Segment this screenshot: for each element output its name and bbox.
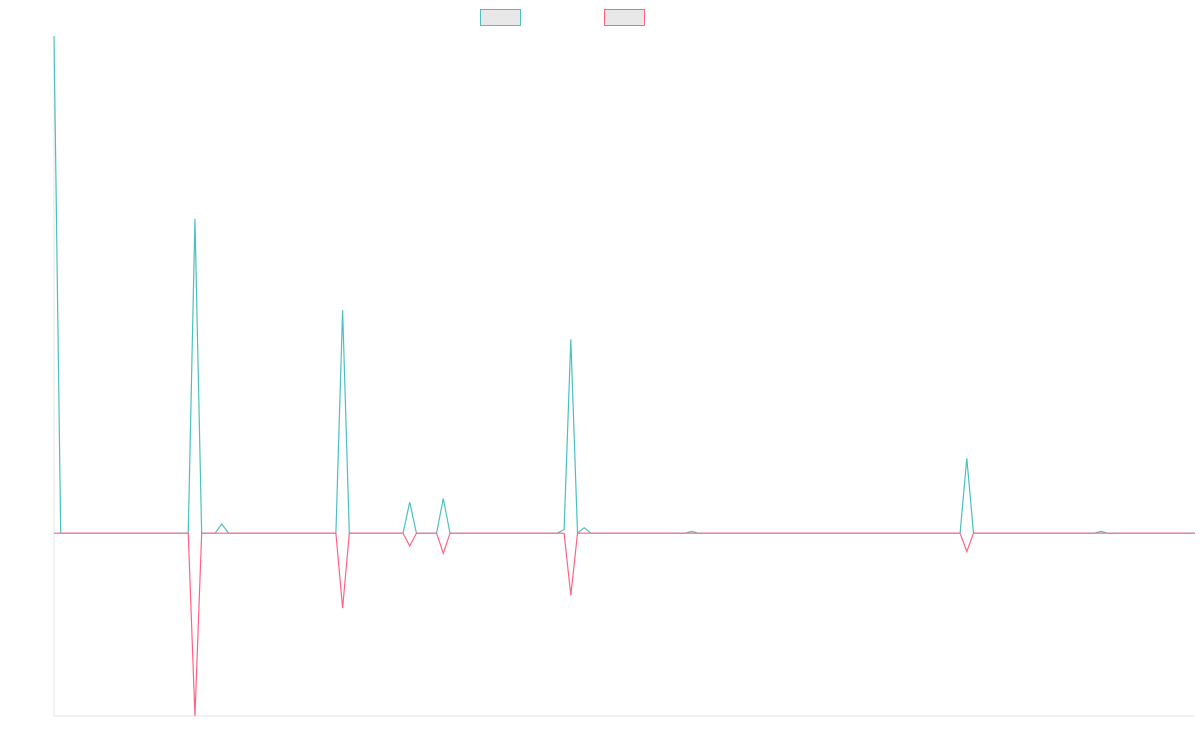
legend-swatch-1 [480, 9, 521, 26]
axes [53, 36, 1195, 717]
plot-area [53, 35, 1195, 717]
series-line-2 [54, 532, 1195, 717]
legend-swatch-2 [604, 9, 645, 26]
series-line-1 [53, 35, 1195, 535]
legend [480, 9, 645, 26]
